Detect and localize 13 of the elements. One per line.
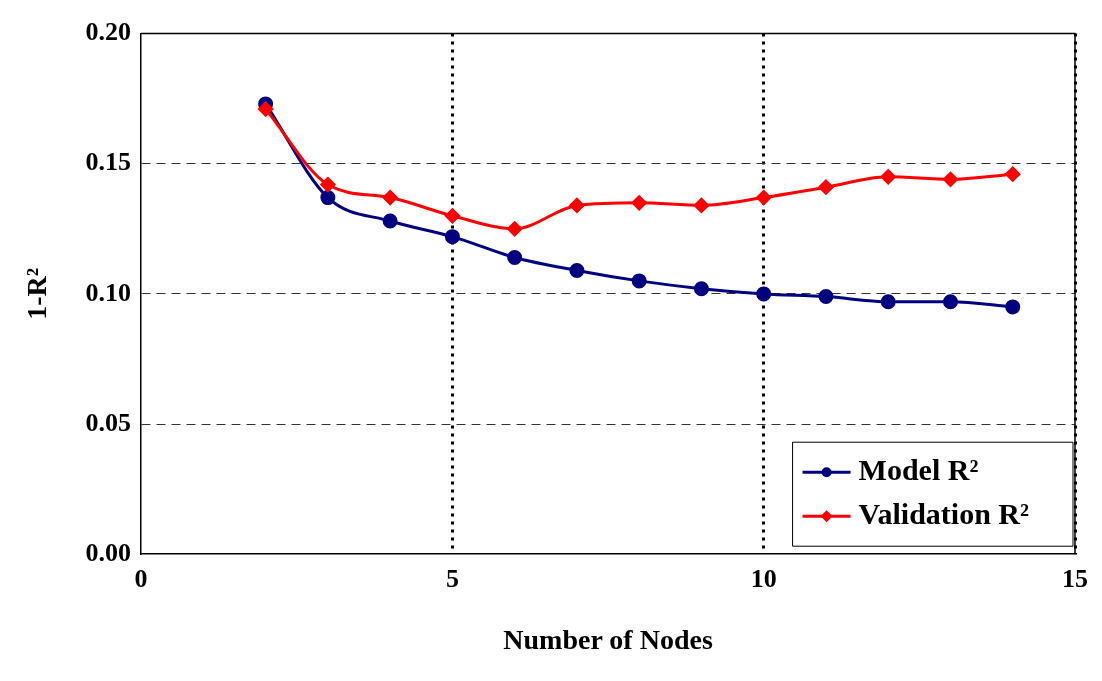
x-tick-label: 15 <box>1062 563 1088 593</box>
x-tick-label: 0 <box>134 563 148 593</box>
y-axis-title: 1-R² <box>21 267 53 320</box>
y-tick-label: 0.10 <box>85 277 132 307</box>
x-tick-label: 10 <box>750 563 777 593</box>
y-tick-label: 0.05 <box>85 407 132 437</box>
y-tick-label: 0.00 <box>85 537 132 567</box>
y-tick-label: 0.20 <box>85 17 132 47</box>
x-axis-title: Number of Nodes <box>503 624 713 656</box>
y-tick-label: 0.15 <box>85 147 132 177</box>
legend-label: Model R² <box>858 452 979 486</box>
legend-label: Validation R² <box>858 496 1030 530</box>
x-tick-label: 5 <box>445 563 459 593</box>
